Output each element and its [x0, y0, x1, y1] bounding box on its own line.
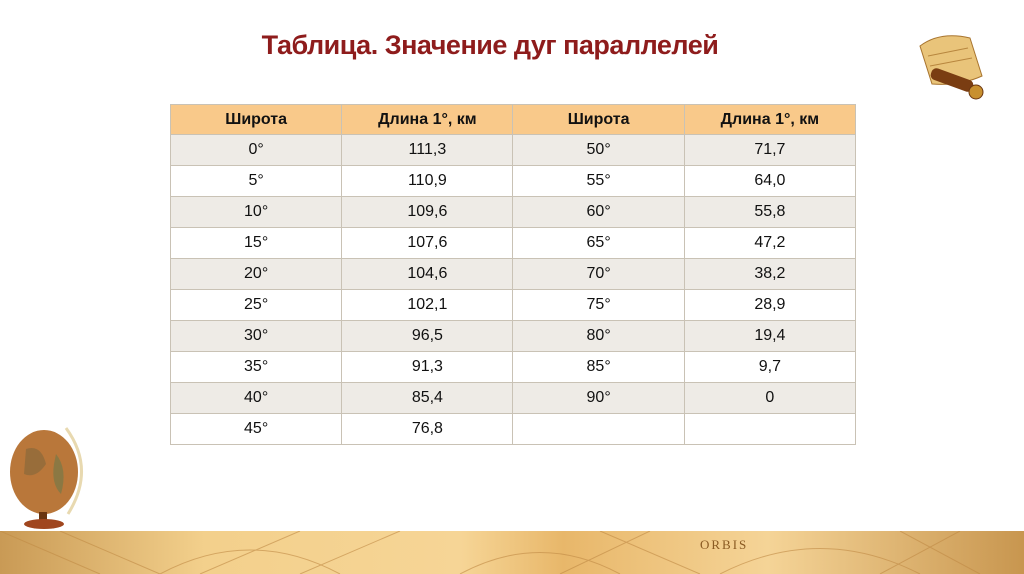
- table-row: 15° 107,6 65° 47,2: [169, 227, 857, 259]
- table-header-row: Широта Длина 1°, км Широта Длина 1°, км: [169, 104, 857, 135]
- length-cell: 109,6: [341, 196, 514, 228]
- length-cell: 47,2: [683, 227, 857, 259]
- latitude-cell: 75°: [512, 289, 685, 321]
- page-title: Таблица. Значение дуг параллелей: [261, 30, 719, 60]
- latitude-cell: 25°: [169, 289, 343, 321]
- latitude-cell: 65°: [512, 227, 685, 259]
- length-cell: 38,2: [683, 258, 857, 290]
- table-row: 20° 104,6 70° 38,2: [169, 258, 857, 290]
- length-cell: 111,3: [341, 134, 514, 166]
- length-cell: [683, 413, 857, 445]
- length-cell: 9,7: [683, 351, 857, 383]
- length-cell: 19,4: [683, 320, 857, 352]
- latitude-cell: 30°: [169, 320, 343, 352]
- header-latitude: Широта: [512, 104, 685, 135]
- latitude-cell: [512, 413, 685, 445]
- length-cell: 76,8: [341, 413, 514, 445]
- latitude-cell: 80°: [512, 320, 685, 352]
- length-cell: 71,7: [683, 134, 857, 166]
- antique-map-banner: ORBIS: [0, 531, 1024, 574]
- parallels-table: Широта Длина 1°, км Широта Длина 1°, км …: [169, 104, 857, 445]
- latitude-cell: 45°: [169, 413, 343, 445]
- length-cell: 102,1: [341, 289, 514, 321]
- length-cell: 55,8: [683, 196, 857, 228]
- table-row: 0° 111,3 50° 71,7: [169, 134, 857, 166]
- scroll-telescope-icon: [910, 26, 990, 106]
- latitude-cell: 20°: [169, 258, 343, 290]
- length-cell: 85,4: [341, 382, 514, 414]
- length-cell: 104,6: [341, 258, 514, 290]
- header-latitude: Широта: [169, 104, 343, 135]
- latitude-cell: 0°: [169, 134, 343, 166]
- latitude-cell: 40°: [169, 382, 343, 414]
- globe-icon: [6, 424, 96, 530]
- latitude-cell: 5°: [169, 165, 343, 197]
- header-length: Длина 1°, км: [683, 104, 857, 135]
- length-cell: 91,3: [341, 351, 514, 383]
- table-row: 35° 91,3 85° 9,7: [169, 351, 857, 383]
- table-row: 5° 110,9 55° 64,0: [169, 165, 857, 197]
- length-cell: 110,9: [341, 165, 514, 197]
- table-row: 45° 76,8: [169, 413, 857, 445]
- latitude-cell: 70°: [512, 258, 685, 290]
- table-row: 40° 85,4 90° 0: [169, 382, 857, 414]
- header-length: Длина 1°, км: [341, 104, 514, 135]
- latitude-cell: 55°: [512, 165, 685, 197]
- length-cell: 28,9: [683, 289, 857, 321]
- latitude-cell: 50°: [512, 134, 685, 166]
- length-cell: 107,6: [341, 227, 514, 259]
- table-row: 25° 102,1 75° 28,9: [169, 289, 857, 321]
- map-label: ORBIS: [700, 537, 749, 552]
- length-cell: 0: [683, 382, 857, 414]
- latitude-cell: 60°: [512, 196, 685, 228]
- table-row: 10° 109,6 60° 55,8: [169, 196, 857, 228]
- length-cell: 96,5: [341, 320, 514, 352]
- table-row: 30° 96,5 80° 19,4: [169, 320, 857, 352]
- latitude-cell: 35°: [169, 351, 343, 383]
- latitude-cell: 15°: [169, 227, 343, 259]
- length-cell: 64,0: [683, 165, 857, 197]
- latitude-cell: 10°: [169, 196, 343, 228]
- latitude-cell: 85°: [512, 351, 685, 383]
- latitude-cell: 90°: [512, 382, 685, 414]
